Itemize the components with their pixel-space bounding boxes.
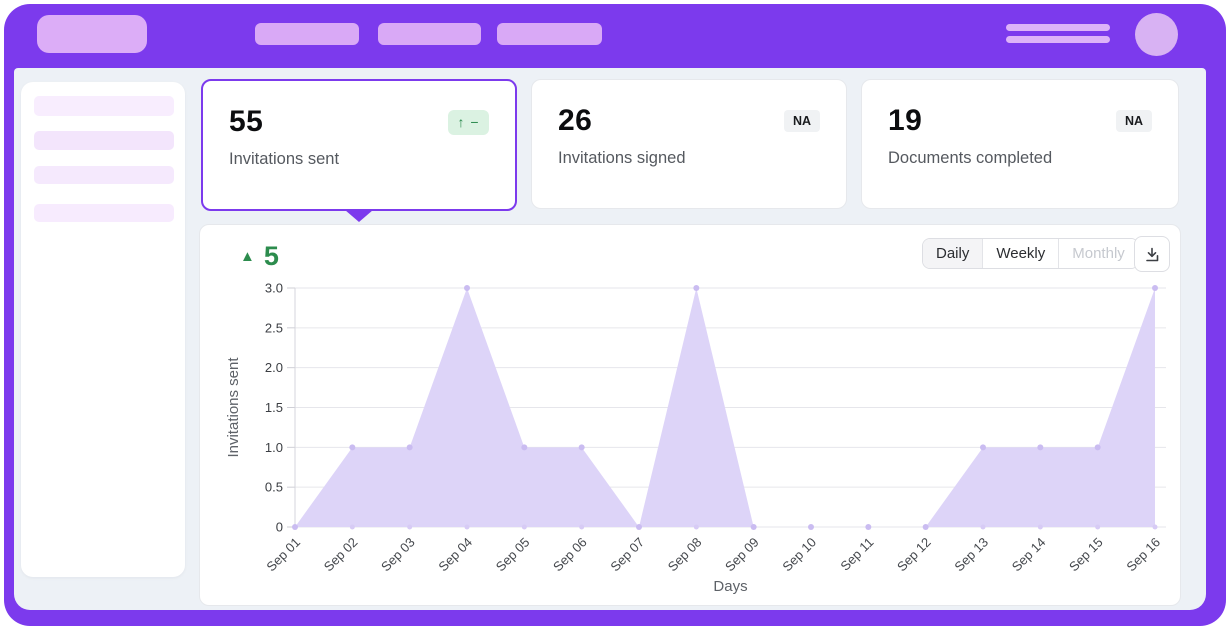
header-text-lines <box>1006 24 1110 47</box>
data-point <box>349 444 356 451</box>
na-badge: NA <box>1115 110 1152 132</box>
y-tick-label: 0.5 <box>265 480 283 495</box>
x-tick-dot <box>464 524 470 530</box>
data-point <box>808 524 814 530</box>
stat-card-invitations-sent[interactable]: 55 ↑ − Invitations sent <box>201 79 517 211</box>
data-point <box>980 444 986 451</box>
data-point <box>922 524 929 530</box>
y-axis-title: Invitations sent <box>225 357 242 458</box>
x-tick-dot <box>693 524 699 530</box>
data-point <box>865 524 872 530</box>
x-tick-label: Sep 13 <box>951 535 991 575</box>
y-tick-label: 2.5 <box>265 320 283 335</box>
x-tick-dot <box>407 524 413 530</box>
x-tick-label: Sep 16 <box>1123 535 1163 575</box>
download-button[interactable] <box>1134 236 1170 272</box>
y-tick-label: 1.0 <box>265 440 283 455</box>
stat-value: 55 <box>229 105 264 138</box>
sidebar-item-placeholder-2[interactable] <box>34 131 174 150</box>
data-point <box>578 444 585 451</box>
triangle-up-icon: ▲ <box>240 248 255 265</box>
nav-item-placeholder-1[interactable] <box>255 23 359 45</box>
nav-item-placeholder-3[interactable] <box>497 23 602 45</box>
sidebar-item-placeholder-1[interactable] <box>34 96 174 116</box>
logo-placeholder[interactable] <box>37 15 147 53</box>
main-content: 55 ↑ − Invitations sent 26 NA Invitation… <box>14 68 1206 610</box>
x-tick-label: Sep 02 <box>321 535 361 575</box>
data-point <box>693 285 700 291</box>
app-frame: 55 ↑ − Invitations sent 26 NA Invitation… <box>4 4 1226 626</box>
data-point <box>292 524 298 530</box>
x-tick-label: Sep 01 <box>263 535 303 575</box>
range-option-monthly[interactable]: Monthly <box>1059 239 1138 268</box>
x-axis-title: Days <box>713 578 747 595</box>
data-point <box>1152 285 1158 291</box>
x-tick-label: Sep 03 <box>378 535 418 575</box>
data-point <box>636 524 642 530</box>
x-tick-label: Sep 10 <box>779 535 819 575</box>
x-tick-label: Sep 12 <box>894 535 934 575</box>
y-tick-label: 2.0 <box>265 360 283 375</box>
stat-label: Invitations signed <box>558 149 686 167</box>
x-tick-label: Sep 09 <box>722 535 762 575</box>
y-tick-label: 3.0 <box>265 281 283 296</box>
x-tick-dot <box>521 524 527 530</box>
chart-card: ▲ 5 Daily Weekly Monthly 0 0.5 1.0 1.5 2.0 2.… <box>199 224 1181 606</box>
stat-value: 26 <box>558 104 593 137</box>
y-tick-label: 0 <box>276 520 283 535</box>
sidebar-item-placeholder-3[interactable] <box>34 166 174 184</box>
chart-delta-indicator: ▲ 5 <box>240 241 279 272</box>
data-point <box>750 524 757 530</box>
data-point <box>1094 444 1101 451</box>
area-series-invitations-sent <box>295 288 1155 527</box>
range-toggle-group: Daily Weekly Monthly <box>922 238 1139 269</box>
x-tick-dot <box>349 524 355 530</box>
x-tick-label: Sep 08 <box>665 535 705 575</box>
x-tick-label: Sep 05 <box>493 535 533 575</box>
trend-up-badge: ↑ − <box>448 109 489 135</box>
x-tick-label: Sep 11 <box>837 535 876 574</box>
stat-card-invitations-signed[interactable]: 26 NA Invitations signed <box>531 79 847 209</box>
avatar[interactable] <box>1135 13 1178 56</box>
data-point <box>521 444 528 451</box>
sidebar-item-placeholder-4[interactable] <box>34 204 174 222</box>
x-tick-dot <box>1037 524 1043 530</box>
x-tick-dot <box>1095 524 1101 530</box>
header-text-line-2 <box>1006 36 1110 43</box>
x-tick-label: Sep 06 <box>550 535 590 575</box>
x-tick-label: Sep 14 <box>1009 535 1049 575</box>
x-tick-dot <box>579 524 585 530</box>
range-option-weekly[interactable]: Weekly <box>983 239 1060 268</box>
x-tick-label: Sep 15 <box>1066 535 1106 575</box>
invitations-sent-area-chart: 0 0.5 1.0 1.5 2.0 2.5 3.0 Sep 01 Sep 02 Sep 03 Sep… <box>225 281 1166 595</box>
data-point <box>406 444 413 451</box>
y-tick-label: 1.5 <box>265 400 283 415</box>
stat-label: Invitations sent <box>229 150 340 168</box>
x-tick-label: Sep 07 <box>607 535 647 575</box>
sidebar <box>21 82 185 577</box>
x-tick-dot <box>1152 524 1158 530</box>
na-badge: NA <box>783 110 820 132</box>
data-point <box>464 285 470 291</box>
nav-item-placeholder-2[interactable] <box>378 23 481 45</box>
stat-label: Documents completed <box>888 149 1053 167</box>
range-option-daily[interactable]: Daily <box>923 239 984 268</box>
delta-value: 5 <box>263 241 279 271</box>
download-icon <box>1145 247 1158 261</box>
stat-card-documents-completed[interactable]: 19 NA Documents completed <box>861 79 1179 209</box>
selected-card-pointer <box>345 210 373 222</box>
stat-value: 19 <box>888 104 923 137</box>
header-text-line-1 <box>1006 24 1110 31</box>
x-tick-dot <box>980 524 986 530</box>
x-tick-label: Sep 04 <box>435 535 475 575</box>
data-point <box>1037 444 1044 451</box>
